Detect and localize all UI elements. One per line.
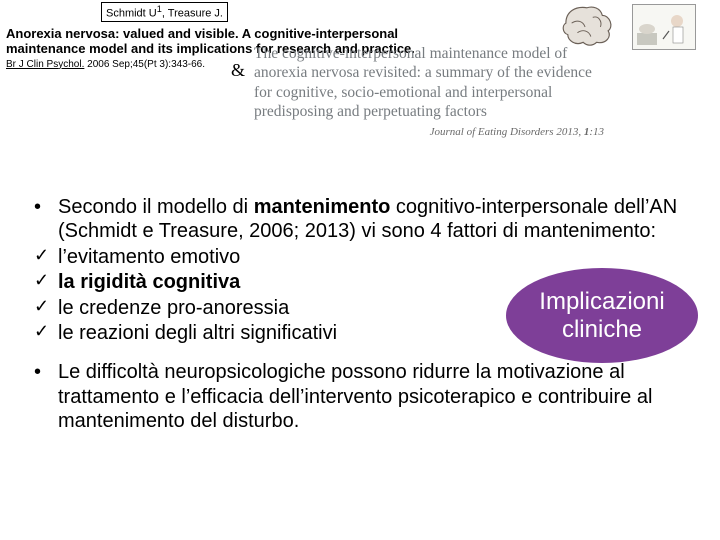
citation-right-title: The cognitive-interpersonal maintenance … [254,44,604,122]
check-icon: ✓ [34,296,58,318]
check-icon: ✓ [34,245,58,267]
lab-icon [632,4,696,50]
bullet-main-2-text: Le difficoltà neuropsicologiche possono … [58,360,686,433]
citation-area: Schmidt U1, Treasure J. Anorexia nervosa… [6,2,714,177]
implications-badge: Implicazioni cliniche [506,268,698,363]
slide: Schmidt U1, Treasure J. Anorexia nervosa… [0,0,720,540]
factor-1-text: l’evitamento emotivo [58,245,686,269]
bullet-main-1: • Secondo il modello di mantenimento cog… [34,195,686,244]
citation-right: The cognitive-interpersonal maintenance … [254,44,604,138]
check-icon: ✓ [34,321,58,343]
implications-badge-text: Implicazioni cliniche [506,288,698,343]
citation-right-journal: Journal of Eating Disorders 2013, 1:13 [254,126,604,138]
check-icon: ✓ [34,270,58,292]
dot-bullet-icon: • [34,195,58,219]
ampersand-separator: & [231,60,245,81]
brain-icon [558,2,616,50]
citation-left-authors: Schmidt U1, Treasure J. [101,2,228,22]
bullet-main-1-text: Secondo il modello di mantenimento cogni… [58,195,686,244]
dot-bullet-icon: • [34,360,58,384]
bullet-main-2: • Le difficoltà neuropsicologiche posson… [34,360,686,433]
factor-1: ✓ l’evitamento emotivo [34,245,686,269]
